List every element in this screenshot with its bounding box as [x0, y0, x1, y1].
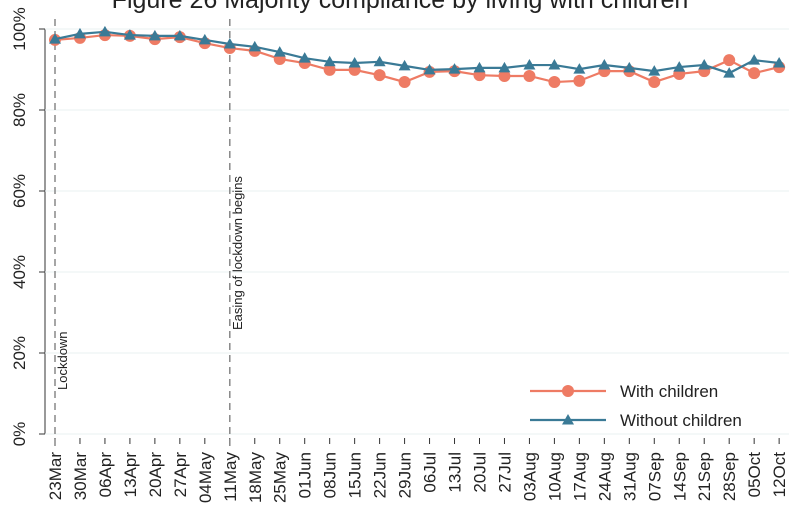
annotation-label: Easing of lockdown begins — [230, 176, 245, 330]
x-tick-label: 05Oct — [745, 452, 764, 498]
y-tick-label: 60% — [10, 174, 29, 208]
data-point — [298, 52, 311, 63]
x-tick-label: 13Jul — [446, 452, 465, 493]
data-point — [548, 76, 561, 89]
x-tick-label: 01Jun — [296, 452, 315, 498]
x-tick-label: 20Apr — [146, 452, 165, 498]
y-tick-label: 40% — [10, 255, 29, 289]
data-point — [398, 59, 411, 71]
data-point — [448, 63, 461, 74]
data-point — [623, 61, 636, 73]
data-point — [723, 67, 736, 78]
x-tick-label: 30Mar — [71, 452, 90, 501]
x-tick-label: 31Aug — [620, 452, 639, 501]
data-point — [73, 27, 86, 39]
x-tick-label: 06Apr — [96, 452, 115, 498]
data-point — [423, 63, 436, 75]
data-point — [198, 33, 211, 45]
y-tick-label: 80% — [10, 93, 29, 127]
x-tick-label: 23Mar — [46, 452, 65, 501]
data-point — [323, 63, 336, 76]
series-line — [54, 33, 780, 84]
data-point — [748, 54, 761, 65]
legend-label: With children — [620, 382, 718, 401]
data-point — [573, 63, 586, 74]
x-tick-label: 29Jun — [396, 452, 415, 498]
series-line — [54, 30, 780, 75]
x-tick-label: 18May — [246, 452, 265, 504]
data-point — [348, 57, 361, 68]
data-point — [98, 25, 111, 37]
data-point — [698, 59, 711, 70]
x-tick-label: 10Aug — [545, 452, 564, 501]
data-point — [398, 76, 411, 89]
data-point — [248, 40, 261, 52]
data-point — [273, 46, 286, 57]
x-tick-label: 07Sep — [645, 452, 664, 501]
data-point — [773, 57, 786, 68]
y-tick-label: 100% — [10, 7, 29, 50]
data-point — [473, 61, 486, 73]
x-tick-label: 03Aug — [520, 452, 539, 501]
x-tick-label: 04May — [196, 452, 215, 504]
data-point — [49, 33, 61, 44]
data-point — [648, 65, 661, 76]
y-tick-label: 20% — [10, 336, 29, 370]
x-tick-label: 11May — [221, 452, 240, 502]
data-point — [123, 29, 136, 40]
annotation-label: Lockdown — [55, 331, 70, 390]
data-point — [223, 37, 236, 49]
data-point — [648, 76, 661, 89]
data-point — [598, 59, 611, 70]
y-tick-label: 0% — [10, 422, 29, 447]
data-point — [173, 29, 186, 41]
data-point — [723, 54, 736, 67]
x-tick-label: 22Jun — [371, 452, 390, 498]
x-tick-label: 25May — [271, 452, 290, 504]
x-tick-label: 08Jun — [321, 452, 340, 498]
x-tick-label: 27Apr — [171, 452, 190, 498]
legend-marker — [562, 414, 574, 425]
data-point — [573, 74, 586, 87]
x-tick-label: 24Aug — [595, 452, 614, 501]
x-tick-label: 21Sep — [695, 452, 714, 501]
data-point — [673, 61, 686, 72]
chart-title: Figure 26 Majority compliance by living … — [112, 0, 689, 14]
x-tick-label: 13Apr — [121, 452, 140, 498]
x-tick-label: 14Sep — [670, 452, 689, 501]
x-tick-label: 20Jul — [470, 452, 489, 493]
data-point — [748, 67, 761, 80]
data-point — [523, 59, 536, 70]
data-point — [498, 69, 511, 82]
legend-marker — [562, 385, 574, 397]
data-point — [323, 55, 336, 67]
data-point — [373, 55, 386, 67]
x-tick-label: 28Sep — [720, 452, 739, 501]
x-tick-label: 12Oct — [770, 452, 789, 498]
x-tick-label: 15Jun — [346, 452, 365, 498]
legend-label: Without children — [620, 411, 742, 430]
data-point — [148, 29, 161, 41]
x-tick-label: 27Jul — [495, 452, 514, 493]
data-point — [523, 69, 536, 82]
x-tick-label: 17Aug — [570, 452, 589, 501]
data-point — [548, 59, 561, 70]
data-point — [498, 61, 511, 73]
x-tick-label: 06Jul — [421, 452, 440, 493]
data-point — [373, 69, 386, 82]
